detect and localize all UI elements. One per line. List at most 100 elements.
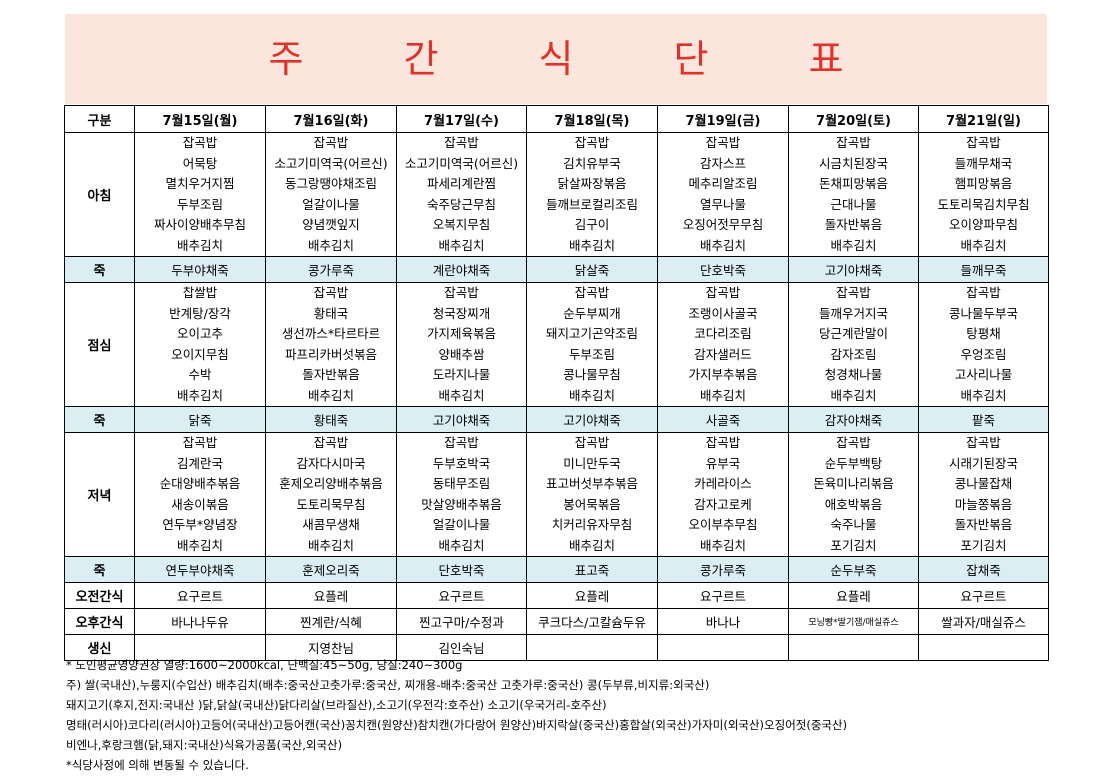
menu-item: 새콤무생채 [302, 517, 360, 532]
breakfast-row: 아침 잡곡밥 어묵탕 멸치우거지찜 두부조림 짜사이양배추무침 배추김치 잡곡밥 소고기미역국(… [64, 132, 1049, 257]
menu-item: 돼지고기곤약조림 [545, 326, 638, 341]
menu-item: 황태국 [313, 305, 349, 321]
menu-item: 배추김치 [438, 537, 485, 553]
row-cell: 요구르트 [918, 582, 1049, 609]
menu-item: 잡곡밥 [966, 435, 1001, 450]
menu-item: 소고기미역국(어르신) [404, 155, 519, 171]
meal-label: 점심 [64, 282, 135, 407]
row-cell: 콩가루죽 [265, 256, 397, 283]
menu-item: 김계란국 [176, 455, 223, 471]
menu-item: 돈채피망볶음 [818, 176, 888, 191]
title-banner: 주 간 식 단 표 [65, 14, 1047, 104]
menu-item: 동태무조림 [432, 476, 491, 491]
meal-cell: 잡곡밥 감자스프 메추리알조림 열무나물 오징어젓무무침 배추김치 [657, 132, 789, 257]
row-cell: 닭죽 [134, 406, 266, 433]
row-cell [657, 634, 789, 661]
row-label: 죽 [64, 556, 135, 583]
day-header: 7월16일(화) [265, 105, 397, 133]
row-cell: 찐고구마/수정과 [396, 608, 527, 635]
note-line: 돼지고기(후지,전지:국내산 )닭,닭살(국내산)닭다리살(브라질산),소고기(… [66, 698, 607, 712]
menu-item: 배추김치 [699, 537, 746, 553]
menu-item: 배추김치 [568, 537, 615, 553]
menu-item: 시금치된장국 [818, 155, 888, 171]
meal-cell: 잡곡밥 콩나물두부국 탕평채 우엉조림 고사리나물 배추김치 [918, 282, 1049, 407]
meal-label: 아침 [64, 132, 135, 257]
row-cell: 황태죽 [265, 406, 397, 433]
row-cell: 훈제오리죽 [265, 556, 397, 583]
meal-cell: 잡곡밥 김계란국 순대양배추볶음 새송이볶음 연두부*양념장 배추김치 [134, 432, 266, 557]
menu-item: 배추김치 [960, 387, 1007, 403]
meal-cell: 잡곡밥 들깨무채국 햄피망볶음 도토리묵김치무침 오이양파무침 배추김치 [918, 132, 1049, 257]
row-cell: 팥죽 [918, 406, 1049, 433]
row-cell: 고기야채죽 [788, 256, 919, 283]
menu-item: 우엉조림 [960, 346, 1007, 362]
menu-item: 배추김치 [307, 387, 354, 403]
menu-item: 도라지나물 [432, 367, 491, 382]
menu-item: 미니만두국 [563, 455, 621, 471]
menu-item: 잡곡밥 [705, 135, 741, 150]
menu-item: 메추리알조림 [688, 176, 758, 191]
menu-item: 열무나물 [699, 196, 746, 212]
row-cell: 감자야채죽 [788, 406, 919, 433]
meal-cell: 잡곡밥 소고기미역국(어르신) 파세리계란찜 숙주당근무침 오복지무침 배추김치 [396, 132, 527, 257]
row-cell: 요플레 [265, 582, 397, 609]
menu-item: 두부조림 [176, 196, 223, 212]
menu-item: 잡곡밥 [836, 435, 871, 450]
menu-item: 배추김치 [699, 387, 746, 403]
menu-item: 들깨브로컬리조림 [545, 196, 638, 212]
menu-item: 배추김치 [830, 237, 877, 253]
menu-item: 배추김치 [960, 237, 1007, 253]
row-cell: 연두부야채죽 [134, 556, 266, 583]
menu-item: 반계탕/장각 [169, 305, 231, 321]
row-cell: 순두부죽 [788, 556, 919, 583]
row-cell: 지영찬님 [265, 634, 397, 661]
menu-item: 새송이볶음 [171, 496, 229, 512]
menu-item: 잡곡밥 [836, 135, 871, 150]
menu-item: 잡곡밥 [705, 285, 741, 300]
menu-item: 콩나물잡채 [954, 476, 1013, 491]
day-header: 7월15일(월) [134, 105, 266, 133]
menu-item: 순두부백탕 [824, 455, 883, 471]
note-line: *식당사정에 의해 변동될 수 있습니다. [66, 758, 249, 772]
row-cell: 두부야채죽 [134, 256, 266, 283]
note-line: 비엔나,후랑크햄(닭,돼지:국내산)식육가공품(국산,외국산) [66, 738, 343, 752]
menu-item: 순대양배추볶음 [159, 476, 241, 491]
menu-item: 들깨무채국 [954, 155, 1013, 171]
menu-item: 포기김치 [960, 537, 1007, 553]
menu-item: 파세리계란찜 [426, 176, 496, 191]
menu-item: 돈육미나리볶음 [813, 476, 894, 491]
menu-item: 잡곡밥 [444, 285, 479, 300]
row-cell [134, 634, 266, 661]
row-cell: 요구르트 [134, 582, 266, 609]
row-cell: 바나나 [657, 608, 789, 635]
header-row: 구분 7월15일(월) 7월16일(화) 7월17일(수) 7월18일(목) 7… [64, 105, 1049, 133]
menu-item: 파프리카버섯볶음 [284, 346, 377, 362]
porridge-row: 죽 연두부야채죽 훈제오리죽 단호박죽 표고죽 콩가루죽 순두부죽 잡채죽 [64, 556, 1049, 583]
row-cell: 콩가루죽 [657, 556, 789, 583]
menu-item: 감자다시마국 [296, 455, 366, 471]
menu-item: 두부조림 [568, 346, 615, 362]
menu-item: 청국장찌개 [432, 305, 491, 321]
day-header: 7월18일(목) [526, 105, 658, 133]
menu-item: 가지부추볶음 [688, 367, 758, 382]
menu-item: 배추김치 [176, 387, 223, 403]
menu-item: 배추김치 [307, 237, 354, 253]
menu-item: 잡곡밥 [836, 285, 871, 300]
menu-item: 감자고로케 [694, 496, 752, 512]
menu-item: 배추김치 [176, 537, 223, 553]
menu-item: 잡곡밥 [574, 285, 610, 300]
menu-item: 오이양파무침 [948, 217, 1018, 232]
menu-item: 시래기된장국 [948, 455, 1018, 471]
menu-item: 조랭이사골국 [688, 305, 758, 321]
meal-cell: 잡곡밥 김치유부국 닭살짜장볶음 들깨브로컬리조림 김구이 배추김치 [526, 132, 658, 257]
menu-item: 코다리조림 [694, 326, 752, 341]
dinner-row: 저녁 잡곡밥 김계란국 순대양배추볶음 새송이볶음 연두부*양념장 배추김치 잡곡밥 감자다시마… [64, 432, 1049, 557]
menu-item: 오이부추무침 [688, 517, 758, 532]
row-cell: 김인숙님 [396, 634, 527, 661]
row-cell [788, 634, 919, 661]
row-cell [918, 634, 1049, 661]
lunch-row: 점심 찹쌀밥 반계탕/장각 오이고추 오이지무침 수박 배추김치 잡곡밥 황태국 생선까스*타르타… [64, 282, 1049, 407]
menu-item: 김치유부국 [563, 155, 621, 171]
row-label: 죽 [64, 406, 135, 433]
menu-item: 오이지무침 [171, 346, 229, 362]
